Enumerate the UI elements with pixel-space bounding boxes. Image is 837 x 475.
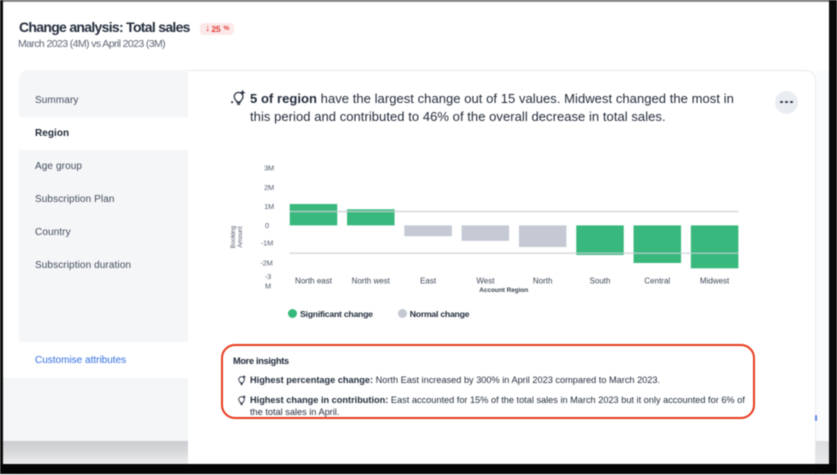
- svg-text:Account Region: Account Region: [479, 287, 528, 294]
- svg-text:North: North: [533, 277, 553, 286]
- svg-text:Booking: Booking: [230, 225, 237, 248]
- svg-text:-2M: -2M: [260, 258, 272, 267]
- svg-text:M: M: [265, 282, 271, 291]
- svg-text:Central: Central: [644, 277, 670, 286]
- svg-text:3M: 3M: [264, 164, 274, 173]
- svg-text:West: West: [476, 277, 495, 286]
- svg-text:-3: -3: [265, 272, 271, 281]
- svg-text:-1M: -1M: [261, 238, 273, 247]
- svg-text:Amount: Amount: [237, 226, 244, 248]
- svg-text:1M: 1M: [264, 202, 274, 211]
- svg-text:North west: North west: [352, 277, 391, 286]
- svg-text:East: East: [420, 277, 437, 286]
- svg-text:South: South: [590, 277, 611, 286]
- svg-text:2M: 2M: [264, 183, 274, 192]
- svg-text:North east: North east: [295, 277, 333, 286]
- svg-text:Midwest: Midwest: [700, 277, 730, 286]
- svg-text:0: 0: [265, 221, 269, 230]
